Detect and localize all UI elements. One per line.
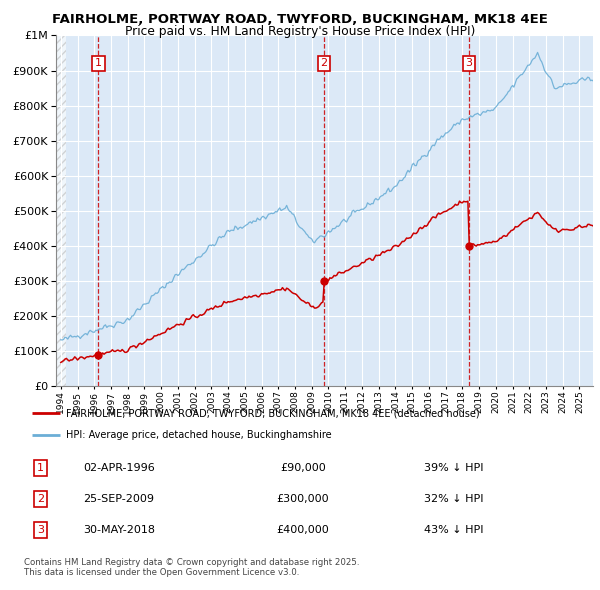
Text: FAIRHOLME, PORTWAY ROAD, TWYFORD, BUCKINGHAM, MK18 4EE (detached house): FAIRHOLME, PORTWAY ROAD, TWYFORD, BUCKIN… (66, 408, 479, 418)
Bar (56, 35, 66, 386)
Text: 30-MAY-2018: 30-MAY-2018 (83, 525, 155, 535)
Text: £300,000: £300,000 (277, 494, 329, 504)
Text: 39% ↓ HPI: 39% ↓ HPI (424, 463, 484, 473)
Text: 2: 2 (37, 494, 44, 504)
Text: 43% ↓ HPI: 43% ↓ HPI (424, 525, 484, 535)
Text: 25-SEP-2009: 25-SEP-2009 (83, 494, 154, 504)
Text: 3: 3 (37, 525, 44, 535)
Text: HPI: Average price, detached house, Buckinghamshire: HPI: Average price, detached house, Buck… (66, 430, 331, 440)
Text: 1: 1 (37, 463, 44, 473)
Text: 32% ↓ HPI: 32% ↓ HPI (424, 494, 484, 504)
Text: 02-APR-1996: 02-APR-1996 (83, 463, 155, 473)
Text: 3: 3 (466, 58, 473, 68)
Text: Price paid vs. HM Land Registry's House Price Index (HPI): Price paid vs. HM Land Registry's House … (125, 25, 475, 38)
Text: £90,000: £90,000 (280, 463, 326, 473)
Text: FAIRHOLME, PORTWAY ROAD, TWYFORD, BUCKINGHAM, MK18 4EE: FAIRHOLME, PORTWAY ROAD, TWYFORD, BUCKIN… (52, 13, 548, 26)
Text: Contains HM Land Registry data © Crown copyright and database right 2025.
This d: Contains HM Land Registry data © Crown c… (24, 558, 359, 577)
Text: £400,000: £400,000 (277, 525, 329, 535)
Text: 1: 1 (95, 58, 102, 68)
Text: 2: 2 (320, 58, 328, 68)
